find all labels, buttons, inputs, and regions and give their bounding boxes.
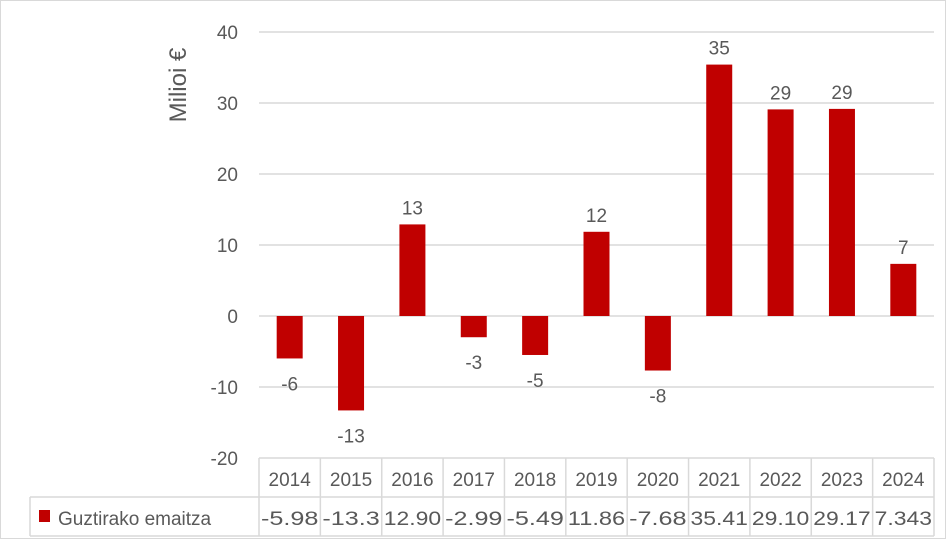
bar (522, 316, 549, 355)
data-label: 7 (898, 238, 909, 259)
category-label: 2016 (391, 470, 433, 491)
y-tick-label: 30 (217, 94, 238, 115)
y-tick-label: -20 (211, 449, 238, 470)
table-value: -2.99 (445, 509, 502, 530)
data-label: -6 (281, 374, 298, 395)
bar (706, 64, 733, 317)
bar (644, 316, 671, 371)
category-label: 2015 (330, 470, 372, 491)
legend-swatch (39, 510, 50, 522)
data-label: 35 (709, 39, 730, 60)
bar (767, 109, 794, 316)
bar (460, 316, 487, 338)
category-label: 2021 (698, 470, 740, 491)
table-value: 11.86 (568, 509, 625, 530)
y-tick-label: 10 (217, 236, 238, 257)
category-label: 2017 (453, 470, 495, 491)
category-label: 2014 (269, 470, 312, 491)
bar (583, 231, 610, 316)
legend-label: Guztirako emaitza (58, 509, 212, 530)
bar (338, 316, 365, 411)
category-label: 2022 (759, 470, 801, 491)
bar (399, 224, 426, 316)
data-label: -8 (649, 387, 666, 408)
y-tick-label: 0 (227, 307, 238, 328)
table-value: -7.68 (629, 509, 686, 530)
table-value: 12.90 (384, 509, 441, 530)
data-label: 29 (831, 83, 852, 104)
bar (828, 108, 855, 316)
y-tick-label: -10 (211, 378, 238, 399)
data-label: 12 (586, 206, 607, 227)
data-label: -3 (465, 353, 482, 374)
table-value: -5.49 (506, 509, 563, 530)
y-tick-label: 40 (217, 23, 238, 44)
table-value: 29.17 (813, 509, 870, 530)
data-label: -13 (337, 426, 364, 447)
data-label: 29 (770, 83, 791, 104)
y-axis-label: Milioi € (165, 47, 192, 122)
data-label: 13 (402, 198, 423, 219)
y-tick-label: 20 (217, 165, 238, 186)
table-value: -13.3 (322, 509, 379, 530)
category-label: 2018 (514, 470, 556, 491)
bar (890, 263, 917, 316)
category-label: 2019 (575, 470, 617, 491)
category-label: 2024 (882, 470, 925, 491)
table-value: 29.10 (752, 509, 809, 530)
category-label: 2020 (637, 470, 679, 491)
table-value: 7.343 (875, 509, 932, 530)
bar (276, 316, 303, 359)
category-label: 2023 (821, 470, 863, 491)
table-value: 35.41 (691, 509, 748, 530)
table-value: -5.98 (261, 509, 318, 530)
data-label: -5 (527, 371, 544, 392)
